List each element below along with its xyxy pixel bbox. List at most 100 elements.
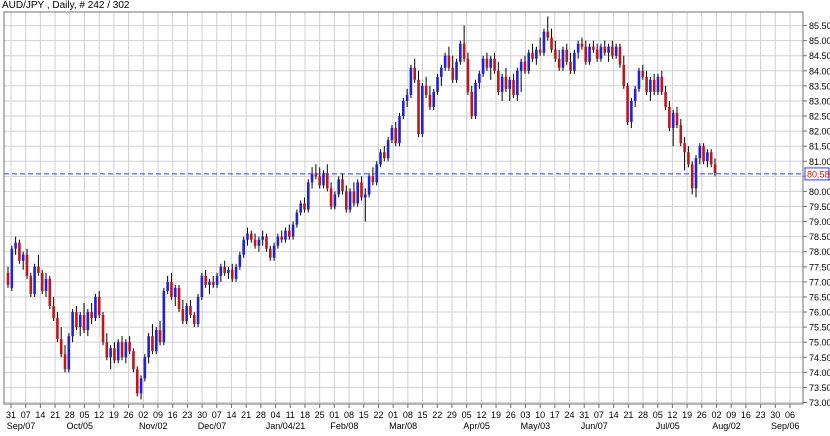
candle	[219, 263, 223, 282]
y-tick-label: 81.50	[809, 142, 830, 152]
x-tick-label: 15	[359, 410, 369, 420]
candle	[417, 70, 420, 138]
candle-body	[436, 76, 439, 92]
candle-body	[668, 106, 671, 129]
candle	[671, 110, 675, 147]
candle	[569, 52, 572, 74]
x-tick-label: 26	[506, 410, 516, 420]
candle	[554, 40, 557, 62]
x-tick-label: 29	[447, 410, 457, 420]
grid	[4, 12, 803, 404]
candle	[253, 233, 257, 249]
y-tick-label: 74.50	[809, 353, 830, 363]
candle	[470, 85, 474, 120]
x-month-label: Nov/02	[139, 421, 168, 431]
candle-body	[413, 67, 417, 80]
candle-body	[257, 239, 261, 246]
candle	[109, 345, 112, 370]
candle-body	[230, 269, 234, 279]
candle	[538, 37, 542, 56]
candle	[337, 176, 340, 198]
candle	[500, 73, 504, 101]
candle	[181, 299, 185, 325]
candle	[322, 170, 325, 189]
x-tick-label: 30	[770, 410, 780, 420]
candle	[413, 58, 417, 83]
candle-body	[303, 203, 306, 210]
candle	[432, 88, 436, 110]
y-tick-label: 80.00	[809, 187, 830, 197]
candle	[189, 299, 192, 319]
candle-body	[588, 46, 591, 62]
candle	[546, 16, 550, 41]
candle-body	[246, 233, 249, 240]
candle	[78, 312, 82, 337]
candle	[14, 236, 17, 255]
x-tick-label: 06	[785, 410, 795, 420]
candle-body	[383, 152, 386, 159]
x-tick-label: 14	[35, 410, 45, 420]
candle-body	[592, 46, 595, 50]
candle	[348, 188, 352, 213]
candle	[584, 40, 588, 65]
candle-body	[508, 79, 512, 89]
candle	[276, 233, 280, 249]
candle	[132, 348, 135, 373]
candle	[295, 209, 299, 228]
candle-body	[86, 312, 90, 331]
candle-body	[14, 242, 17, 249]
candle	[576, 40, 580, 59]
candle	[147, 333, 150, 364]
candle-body	[394, 128, 398, 144]
candle	[37, 254, 40, 276]
candle-body	[113, 348, 116, 361]
x-tick-label: 05	[79, 410, 89, 420]
x-tick-label: 02	[712, 410, 722, 420]
candle	[607, 43, 610, 62]
x-month-label: Jan/04/21	[266, 421, 306, 431]
candle	[139, 375, 143, 400]
candle-body	[154, 330, 158, 352]
candle	[154, 327, 158, 355]
x-tick-label: 07	[594, 410, 604, 420]
candle	[33, 263, 36, 297]
candle-body	[527, 52, 531, 71]
candle	[21, 251, 25, 270]
candle-body	[516, 70, 519, 95]
candle-body	[348, 191, 352, 210]
candle	[356, 179, 359, 207]
candle-body	[550, 37, 553, 50]
candle	[344, 185, 348, 213]
candle-body	[185, 306, 188, 322]
y-tick-label: 78.50	[809, 232, 830, 242]
candle-body	[462, 43, 466, 59]
x-tick-label: 08	[403, 410, 413, 420]
candle	[512, 73, 515, 98]
candle	[105, 333, 109, 361]
candle	[211, 275, 215, 288]
candle-body	[523, 61, 527, 71]
candle-body	[18, 242, 21, 261]
candle-body	[645, 76, 648, 92]
candle-body	[21, 254, 25, 261]
candle-body	[71, 312, 74, 337]
candle	[489, 55, 493, 80]
candle	[394, 122, 398, 147]
candle	[75, 306, 78, 331]
x-tick-label: 26	[697, 410, 707, 420]
candle	[375, 161, 379, 186]
candle	[660, 70, 664, 95]
candle-body	[455, 61, 458, 80]
candle	[135, 366, 139, 397]
candle	[10, 245, 14, 291]
candle-body	[489, 58, 493, 68]
candle-body	[204, 275, 207, 285]
candle	[626, 82, 629, 126]
candle-body	[105, 342, 109, 358]
candle-body	[451, 67, 455, 80]
candle-body	[421, 85, 424, 135]
candle	[128, 336, 131, 355]
candle	[29, 272, 33, 297]
candle-body	[132, 351, 135, 370]
candle	[440, 64, 443, 86]
